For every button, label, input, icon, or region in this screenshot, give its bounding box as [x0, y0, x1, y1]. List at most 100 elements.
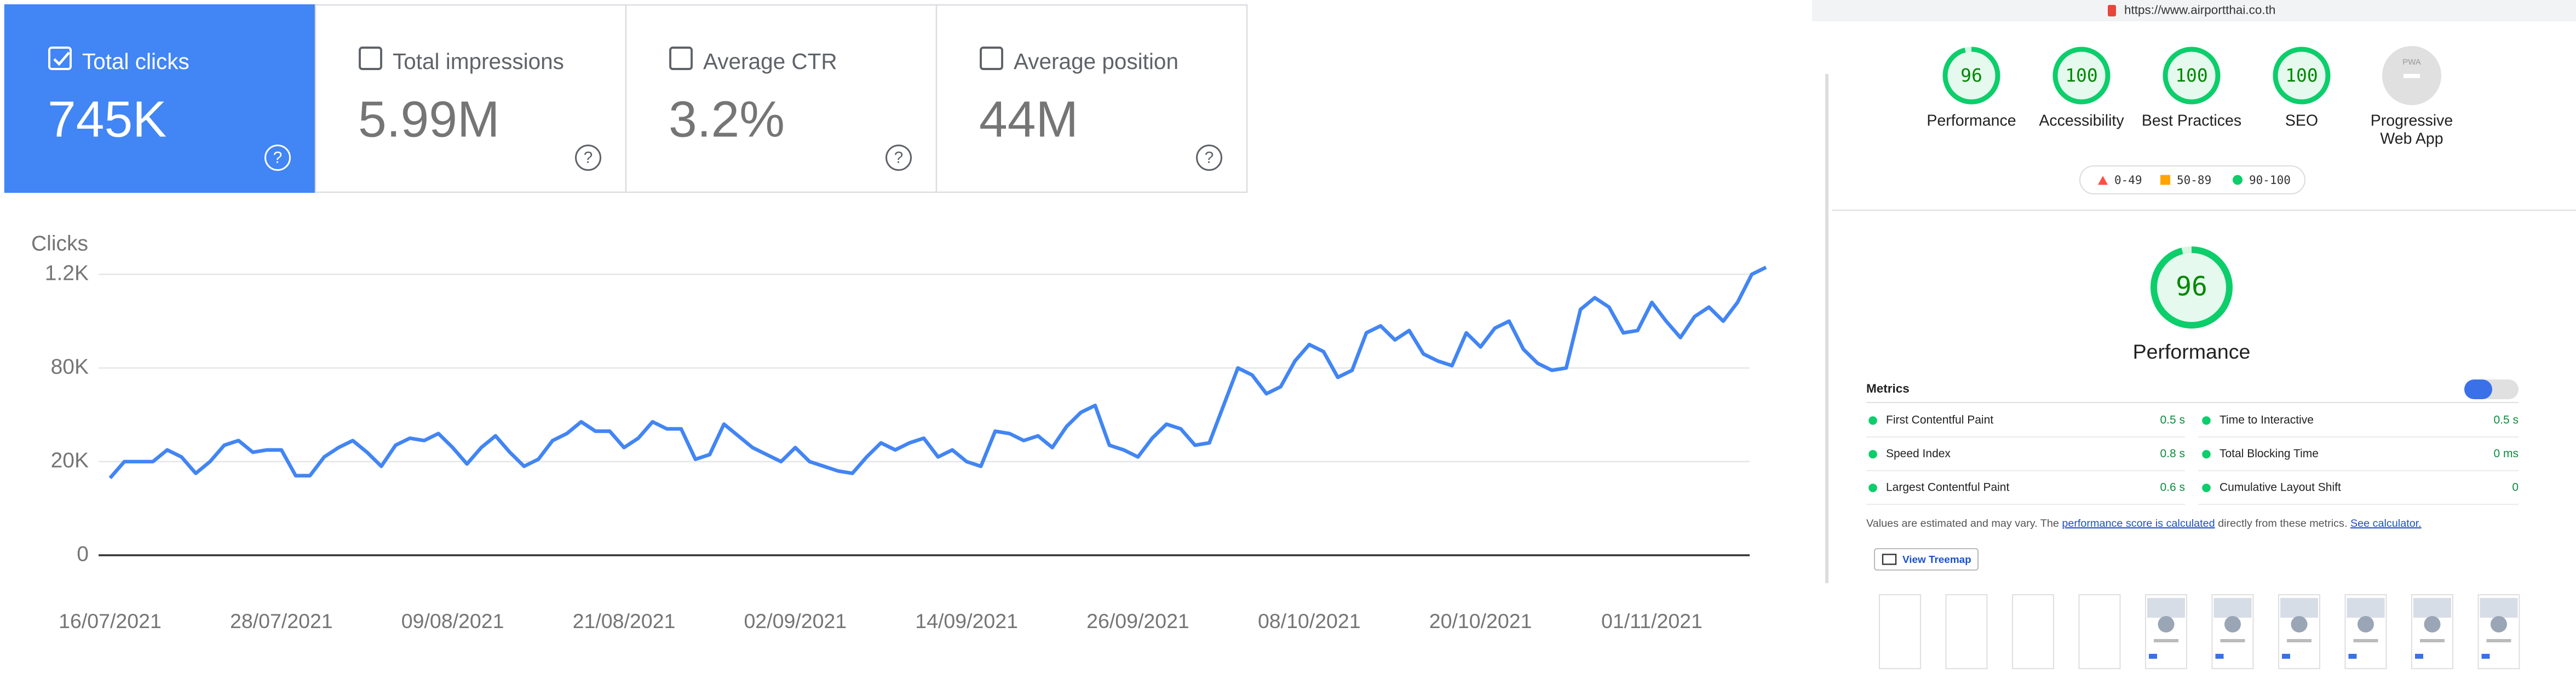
- checkbox[interactable]: [48, 47, 72, 70]
- note-text: Values are estimated and may vary. The: [1866, 517, 2062, 530]
- url-bar: [1812, 0, 2576, 22]
- filmstrip-graphic: [2358, 616, 2374, 633]
- y-tick-label: 0: [77, 542, 89, 566]
- gauge-label: Web App: [2380, 130, 2443, 148]
- checkbox[interactable]: [359, 47, 382, 70]
- filmstrip-button: [2348, 654, 2357, 659]
- treemap-button-label[interactable]: View Treemap: [1902, 554, 1971, 566]
- metric-name: Speed Index: [1886, 447, 1951, 460]
- gauge-arc: [2052, 47, 2111, 105]
- treemap-icon: [1882, 554, 1897, 565]
- checkbox[interactable]: [980, 47, 1003, 70]
- filmstrip-graphic: [2424, 616, 2441, 633]
- checkmark: [53, 51, 70, 66]
- gauge-score: 100: [2285, 65, 2318, 86]
- note: Values are estimated and may vary. The p…: [1866, 517, 2422, 530]
- legend-label: 0-49: [2114, 174, 2142, 187]
- x-tick-label: 14/09/2021: [915, 609, 1018, 632]
- filmstrip-header: [2347, 598, 2385, 618]
- filmstrip-header: [2147, 598, 2185, 618]
- legend-pass: [2233, 175, 2242, 185]
- metric-dot: [2202, 450, 2211, 459]
- gauge-score: 96: [2176, 272, 2207, 302]
- filmstrip-header: [2480, 598, 2518, 618]
- help-icon: [886, 145, 912, 171]
- metrics-title: Metrics: [1866, 382, 1910, 395]
- filmstrip-frame: [2078, 594, 2121, 670]
- x-tick-label: 26/09/2021: [1086, 609, 1189, 632]
- filmstrip-text: [2353, 639, 2378, 643]
- filmstrip-frame: [2011, 594, 2055, 670]
- metric-name: Cumulative Layout Shift: [2220, 481, 2341, 494]
- metric-name: Time to Interactive: [2220, 414, 2314, 427]
- help-mark: ?: [273, 148, 283, 166]
- x-tick-label: 09/08/2021: [401, 609, 504, 632]
- metric-card[interactable]: [4, 4, 317, 193]
- help-icon: [575, 145, 601, 171]
- metric-name: First Contentful Paint: [1886, 414, 1993, 427]
- gauge-arc: [1942, 47, 2000, 105]
- metric-value: 0.8 s: [2160, 447, 2185, 460]
- metric-name: Largest Contentful Paint: [1886, 481, 2009, 494]
- main-gauge-label: Performance: [2133, 340, 2251, 363]
- metric-value: 0 ms: [2493, 447, 2519, 460]
- note-link[interactable]: See calculator.: [2350, 517, 2422, 530]
- lock-icon: [2108, 5, 2116, 17]
- legend-fail: [2098, 176, 2108, 185]
- gauge-arc: [2273, 47, 2331, 105]
- url: https://www.airportthai.co.th: [2124, 3, 2275, 16]
- metric-value: 3.2%: [669, 91, 785, 148]
- gauge-label: SEO: [2285, 112, 2318, 130]
- filmstrip-header: [2280, 598, 2318, 618]
- y-tick-label: 20K: [51, 448, 89, 472]
- treemap-button[interactable]: [1873, 548, 1979, 571]
- filmstrip-frame: [1878, 594, 1922, 670]
- gauge-label: Best Practices: [2142, 112, 2241, 130]
- gauge-arc: [2150, 246, 2233, 329]
- filmstrip-graphic: [2158, 616, 2175, 633]
- filmstrip-text: [2220, 639, 2245, 643]
- note-link[interactable]: performance score is calculated: [2062, 517, 2215, 530]
- metric-value: 44M: [979, 91, 1078, 148]
- x-tick-label: 08/10/2021: [1258, 609, 1361, 632]
- filmstrip-button: [2415, 654, 2423, 659]
- metric-value: 745K: [48, 91, 166, 148]
- metric-dot: [1868, 416, 1877, 425]
- x-tick-label: 16/07/2021: [59, 609, 162, 632]
- gauge-score: 100: [2175, 65, 2208, 86]
- metric-value: 0: [2512, 481, 2519, 494]
- filmstrip-text: [2287, 639, 2312, 643]
- filmstrip-frame: [1945, 594, 1988, 670]
- filmstrip-header: [2413, 598, 2451, 618]
- metric-value: 0.5 s: [2493, 414, 2519, 427]
- x-tick-label: 21/08/2021: [573, 609, 676, 632]
- metric-dot: [2202, 416, 2211, 425]
- help-mark: ?: [894, 148, 904, 166]
- metric-label: Average position: [1014, 49, 1178, 74]
- gauge-label: Progressive: [2371, 112, 2453, 130]
- filmstrip-text: [2486, 639, 2511, 643]
- metric-card[interactable]: [314, 4, 627, 193]
- clicks-line: [108, 266, 1767, 480]
- pwa-dash: [2404, 74, 2420, 78]
- help-icon: [1196, 145, 1222, 171]
- y-axis-title: Clicks: [31, 232, 88, 255]
- gauge-score: 100: [2065, 65, 2098, 86]
- metric-dot: [1868, 484, 1877, 492]
- metric-label: Average CTR: [703, 49, 837, 74]
- y-tick-label: 1.2K: [45, 261, 89, 285]
- metric-label: Total impressions: [393, 49, 564, 74]
- filmstrip-button: [2282, 654, 2290, 659]
- checkbox[interactable]: [669, 47, 693, 70]
- legend-average: [2160, 175, 2170, 185]
- x-tick-label: 20/10/2021: [1429, 609, 1532, 632]
- help-icon: [264, 145, 291, 171]
- note-text: directly from these metrics.: [2215, 517, 2350, 530]
- metric-dot: [1868, 450, 1877, 459]
- filmstrip-graphic: [2491, 616, 2507, 633]
- metric-value: 5.99M: [358, 91, 499, 148]
- view-toggle-active[interactable]: [2464, 379, 2492, 400]
- metric-card[interactable]: [935, 4, 1248, 193]
- metric-card[interactable]: [625, 4, 938, 193]
- legend-label: 50-89: [2177, 174, 2211, 187]
